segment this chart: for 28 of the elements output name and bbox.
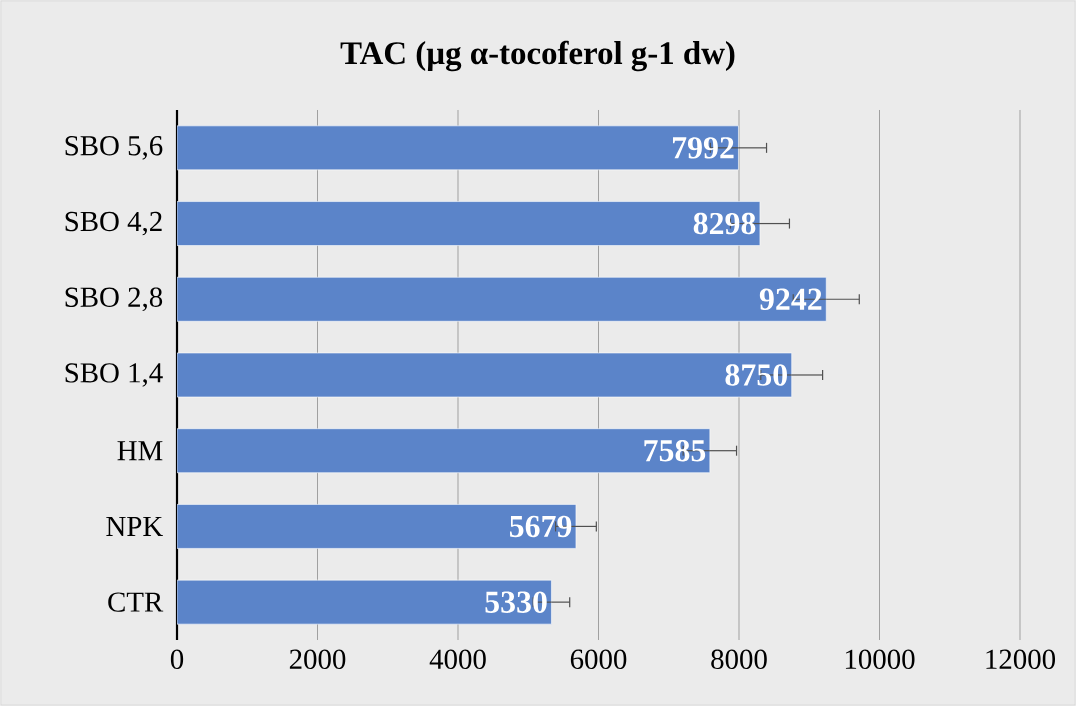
bar [177,428,711,473]
y-tick-label: SBO 2,8 [65,287,163,312]
y-tick-label: SBO 1,4 [65,363,163,387]
bar [177,125,739,171]
y-tick-label: CTR [108,592,164,612]
y-tick-label: SBO 5,6 [65,136,163,160]
data-label: 5679 [509,515,572,538]
y-tick-label: SBO 4,2 [65,211,162,236]
bar [177,504,577,549]
data-label: 7992 [673,137,734,159]
data-label: 5330 [485,591,547,613]
bar [177,201,761,246]
x-tick-label: 12000 [986,649,1056,670]
x-tick-label: 2000 [289,649,346,670]
data-label: 9242 [759,288,822,310]
x-tick-label: 10000 [845,649,915,670]
x-tick-label: 0 [170,649,184,670]
data-label: 7585 [644,439,706,462]
bar [177,276,827,322]
y-tick-label: HM [117,441,163,461]
x-tick-label: 4000 [429,649,486,670]
y-tick-label: NPK [106,516,163,536]
x-tick-label: 8000 [711,649,767,670]
data-label: 8298 [693,212,756,235]
chart-title: TAC (µg α-tocoferol g-1 dw) [340,40,735,72]
bar [177,579,552,625]
bar [177,352,792,398]
x-tick-label: 6000 [570,649,627,670]
